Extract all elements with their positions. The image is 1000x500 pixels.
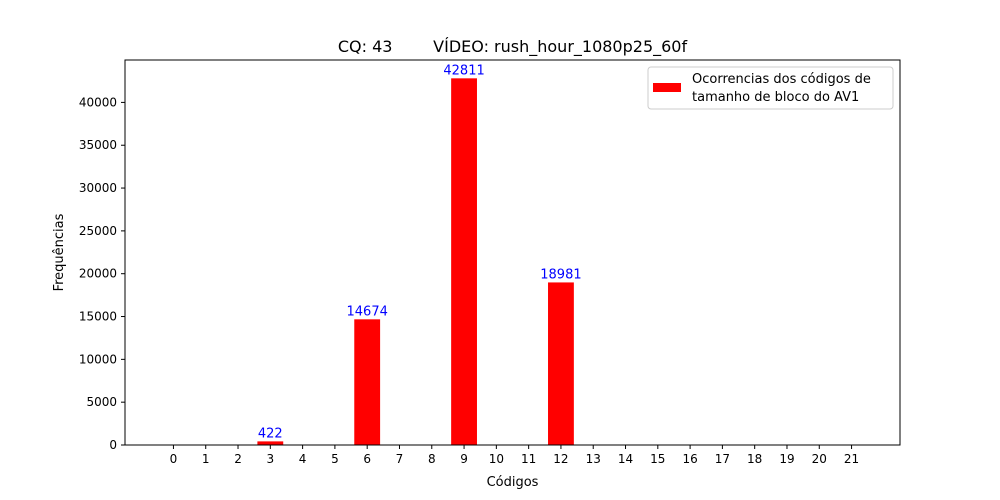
x-tick-label-4: 4 <box>299 452 307 466</box>
x-tick-label-19: 19 <box>779 452 794 466</box>
legend: Ocorrencias dos códigos de tamanho de bl… <box>647 66 894 110</box>
y-tick-label-0: 0 <box>109 438 117 452</box>
y-tick-label-15000: 15000 <box>79 310 117 324</box>
x-tick-label-9: 9 <box>460 452 468 466</box>
y-tick-label-25000: 25000 <box>79 224 117 238</box>
bars-group <box>257 78 574 445</box>
x-tick-label-3: 3 <box>266 452 274 466</box>
x-tick-label-16: 16 <box>682 452 697 466</box>
x-tick-label-14: 14 <box>618 452 633 466</box>
data-label-12: 18981 <box>540 267 581 282</box>
x-axis: 0 1 2 3 4 5 6 7 8 9 10 11 12 13 14 15 16 17 18 19 20 21 <box>170 445 859 466</box>
x-tick-label-7: 7 <box>396 452 404 466</box>
x-tick-label-18: 18 <box>747 452 762 466</box>
bar-6 <box>354 319 381 445</box>
y-tick-label-20000: 20000 <box>79 267 117 281</box>
bar-12 <box>548 282 574 445</box>
x-tick-label-1: 1 <box>202 452 210 466</box>
x-tick-label-8: 8 <box>428 452 436 466</box>
legend-label-line-2: tamanho de bloco do AV1 <box>692 90 859 105</box>
chart-title: CQ: 43 VÍDEO: rush_hour_1080p25_60f <box>338 37 688 57</box>
bar-9 <box>451 78 477 445</box>
y-tick-label-5000: 5000 <box>86 395 117 409</box>
x-tick-label-5: 5 <box>331 452 339 466</box>
x-tick-label-20: 20 <box>812 452 827 466</box>
bar-3 <box>257 441 284 445</box>
x-tick-label-6: 6 <box>363 452 371 466</box>
data-label-3: 422 <box>258 426 283 441</box>
y-axis-label: Frequências <box>52 213 67 291</box>
y-axis: 0 5000 10000 15000 20000 25000 30000 35000 40000 <box>79 95 125 452</box>
x-tick-label-17: 17 <box>715 452 730 466</box>
legend-box <box>647 66 894 110</box>
data-labels-group: 422 14674 42811 18981 <box>258 63 582 441</box>
plot-frame <box>124 59 901 446</box>
legend-label-line-1: Ocorrencias dos códigos de <box>692 72 871 87</box>
legend-swatch <box>653 83 681 92</box>
y-tick-label-35000: 35000 <box>79 138 117 152</box>
x-tick-label-0: 0 <box>170 452 178 466</box>
x-tick-label-11: 11 <box>521 452 536 466</box>
data-label-6: 14674 <box>347 304 388 319</box>
y-tick-label-10000: 10000 <box>79 352 117 366</box>
x-tick-label-10: 10 <box>489 452 504 466</box>
x-tick-label-12: 12 <box>553 452 568 466</box>
y-tick-label-30000: 30000 <box>79 181 117 195</box>
x-tick-label-15: 15 <box>650 452 665 466</box>
x-tick-label-21: 21 <box>844 452 859 466</box>
x-tick-label-13: 13 <box>586 452 601 466</box>
x-tick-label-2: 2 <box>234 452 242 466</box>
x-axis-label: Códigos <box>487 475 539 490</box>
y-tick-label-40000: 40000 <box>79 95 117 109</box>
data-label-9: 42811 <box>443 63 484 78</box>
